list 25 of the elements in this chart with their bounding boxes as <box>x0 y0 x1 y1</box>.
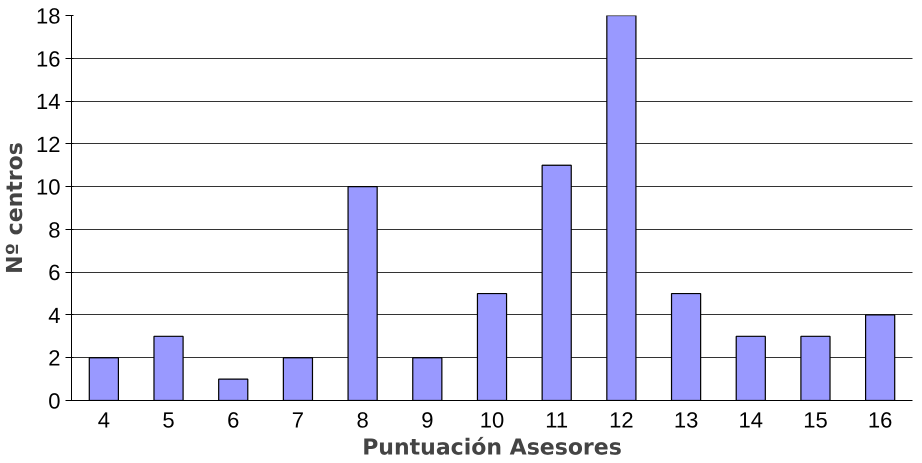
y-axis-title: Nº centros <box>3 142 28 274</box>
x-tick-label: 10 <box>480 408 504 432</box>
x-tick-label: 5 <box>162 408 175 432</box>
x-tick-label: 6 <box>227 408 240 432</box>
x-tick-label: 15 <box>803 408 828 432</box>
x-axis-title: Puntuación Asesores <box>362 436 622 460</box>
y-tick-label: 12 <box>36 132 61 157</box>
y-tick-label: 18 <box>36 4 61 28</box>
x-tick-label: 7 <box>292 408 304 432</box>
x-tick-label: 13 <box>674 408 698 432</box>
y-tick-label: 10 <box>36 174 61 200</box>
x-tick-label: 12 <box>609 408 634 432</box>
y-tick-label: 16 <box>36 46 61 72</box>
y-tick-label: 4 <box>48 302 61 328</box>
x-tick-label: 8 <box>356 408 369 432</box>
y-tick-label: 0 <box>48 388 61 414</box>
y-tick-label: 14 <box>36 89 61 114</box>
y-tick-label: 2 <box>48 346 61 371</box>
x-tick-label: 11 <box>545 408 568 432</box>
x-tick-label: 4 <box>98 408 110 432</box>
x-tick-label: 9 <box>421 408 434 432</box>
x-tick-label: 16 <box>868 408 892 432</box>
y-tick-label: 6 <box>48 260 61 286</box>
y-tick-label: 8 <box>48 217 61 242</box>
x-tick-label: 14 <box>738 408 764 432</box>
